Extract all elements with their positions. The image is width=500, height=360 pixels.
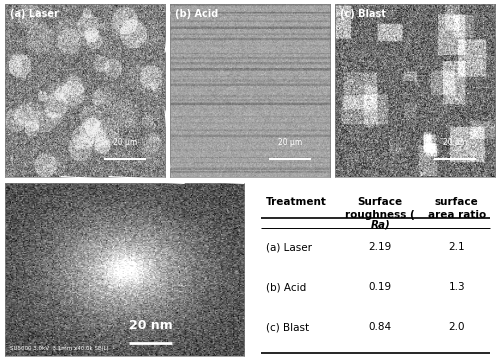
Text: Ra): Ra)	[370, 220, 390, 230]
Text: (b) Acid: (b) Acid	[174, 9, 218, 19]
Text: 0.19: 0.19	[368, 282, 392, 292]
Text: (a) Laser: (a) Laser	[10, 9, 58, 19]
Text: 2.19: 2.19	[368, 242, 392, 252]
Text: surface
area ratio: surface area ratio	[428, 197, 486, 220]
Text: Surface
roughness (: Surface roughness (	[346, 197, 415, 220]
Text: Treatment: Treatment	[266, 197, 326, 207]
Text: 20 μm: 20 μm	[113, 138, 137, 147]
Text: (c) Blast: (c) Blast	[340, 9, 386, 19]
Text: 2.1: 2.1	[448, 242, 465, 252]
Text: 20 nm: 20 nm	[129, 319, 172, 332]
Text: (c) Blast: (c) Blast	[266, 322, 308, 332]
Text: 20 μm: 20 μm	[443, 138, 467, 147]
Text: SU5000 3.0kV  3.1mm x40.0k SE(L): SU5000 3.0kV 3.1mm x40.0k SE(L)	[10, 346, 108, 351]
Text: (a) Laser: (a) Laser	[266, 242, 312, 252]
Text: 1.3: 1.3	[448, 282, 465, 292]
Text: 2.0: 2.0	[448, 322, 465, 332]
Text: 0.84: 0.84	[368, 322, 392, 332]
Text: (b) Acid: (b) Acid	[266, 282, 306, 292]
Text: 20 μm: 20 μm	[278, 138, 302, 147]
